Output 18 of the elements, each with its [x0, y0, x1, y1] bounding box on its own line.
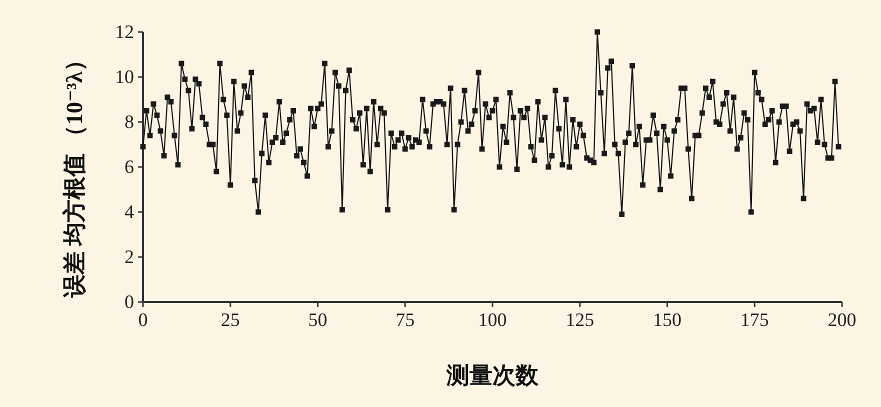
x-tick-label: 50 — [308, 310, 328, 331]
x-tick-label: 150 — [653, 310, 682, 331]
x-tick-label: 175 — [740, 310, 769, 331]
x-tick-label: 75 — [396, 310, 415, 331]
y-tick-label: 4 — [124, 202, 134, 223]
x-tick-label: 25 — [220, 310, 240, 331]
x-tick-label: 125 — [566, 310, 594, 331]
y-tick-label: 12 — [115, 22, 134, 43]
y-tick-label: 6 — [124, 157, 134, 178]
y-tick-label: 0 — [124, 292, 134, 313]
x-tick-label: 0 — [138, 310, 148, 331]
x-tick-label: 200 — [828, 310, 856, 331]
y-tick-label: 8 — [124, 112, 134, 133]
y-axis-title: 误差 均方根值 （10⁻³λ） — [61, 48, 87, 298]
x-axis-title: 测量次数 — [446, 363, 540, 388]
y-tick-label: 10 — [115, 67, 134, 88]
x-tick-label: 100 — [478, 310, 507, 331]
y-tick-label: 2 — [124, 247, 134, 268]
